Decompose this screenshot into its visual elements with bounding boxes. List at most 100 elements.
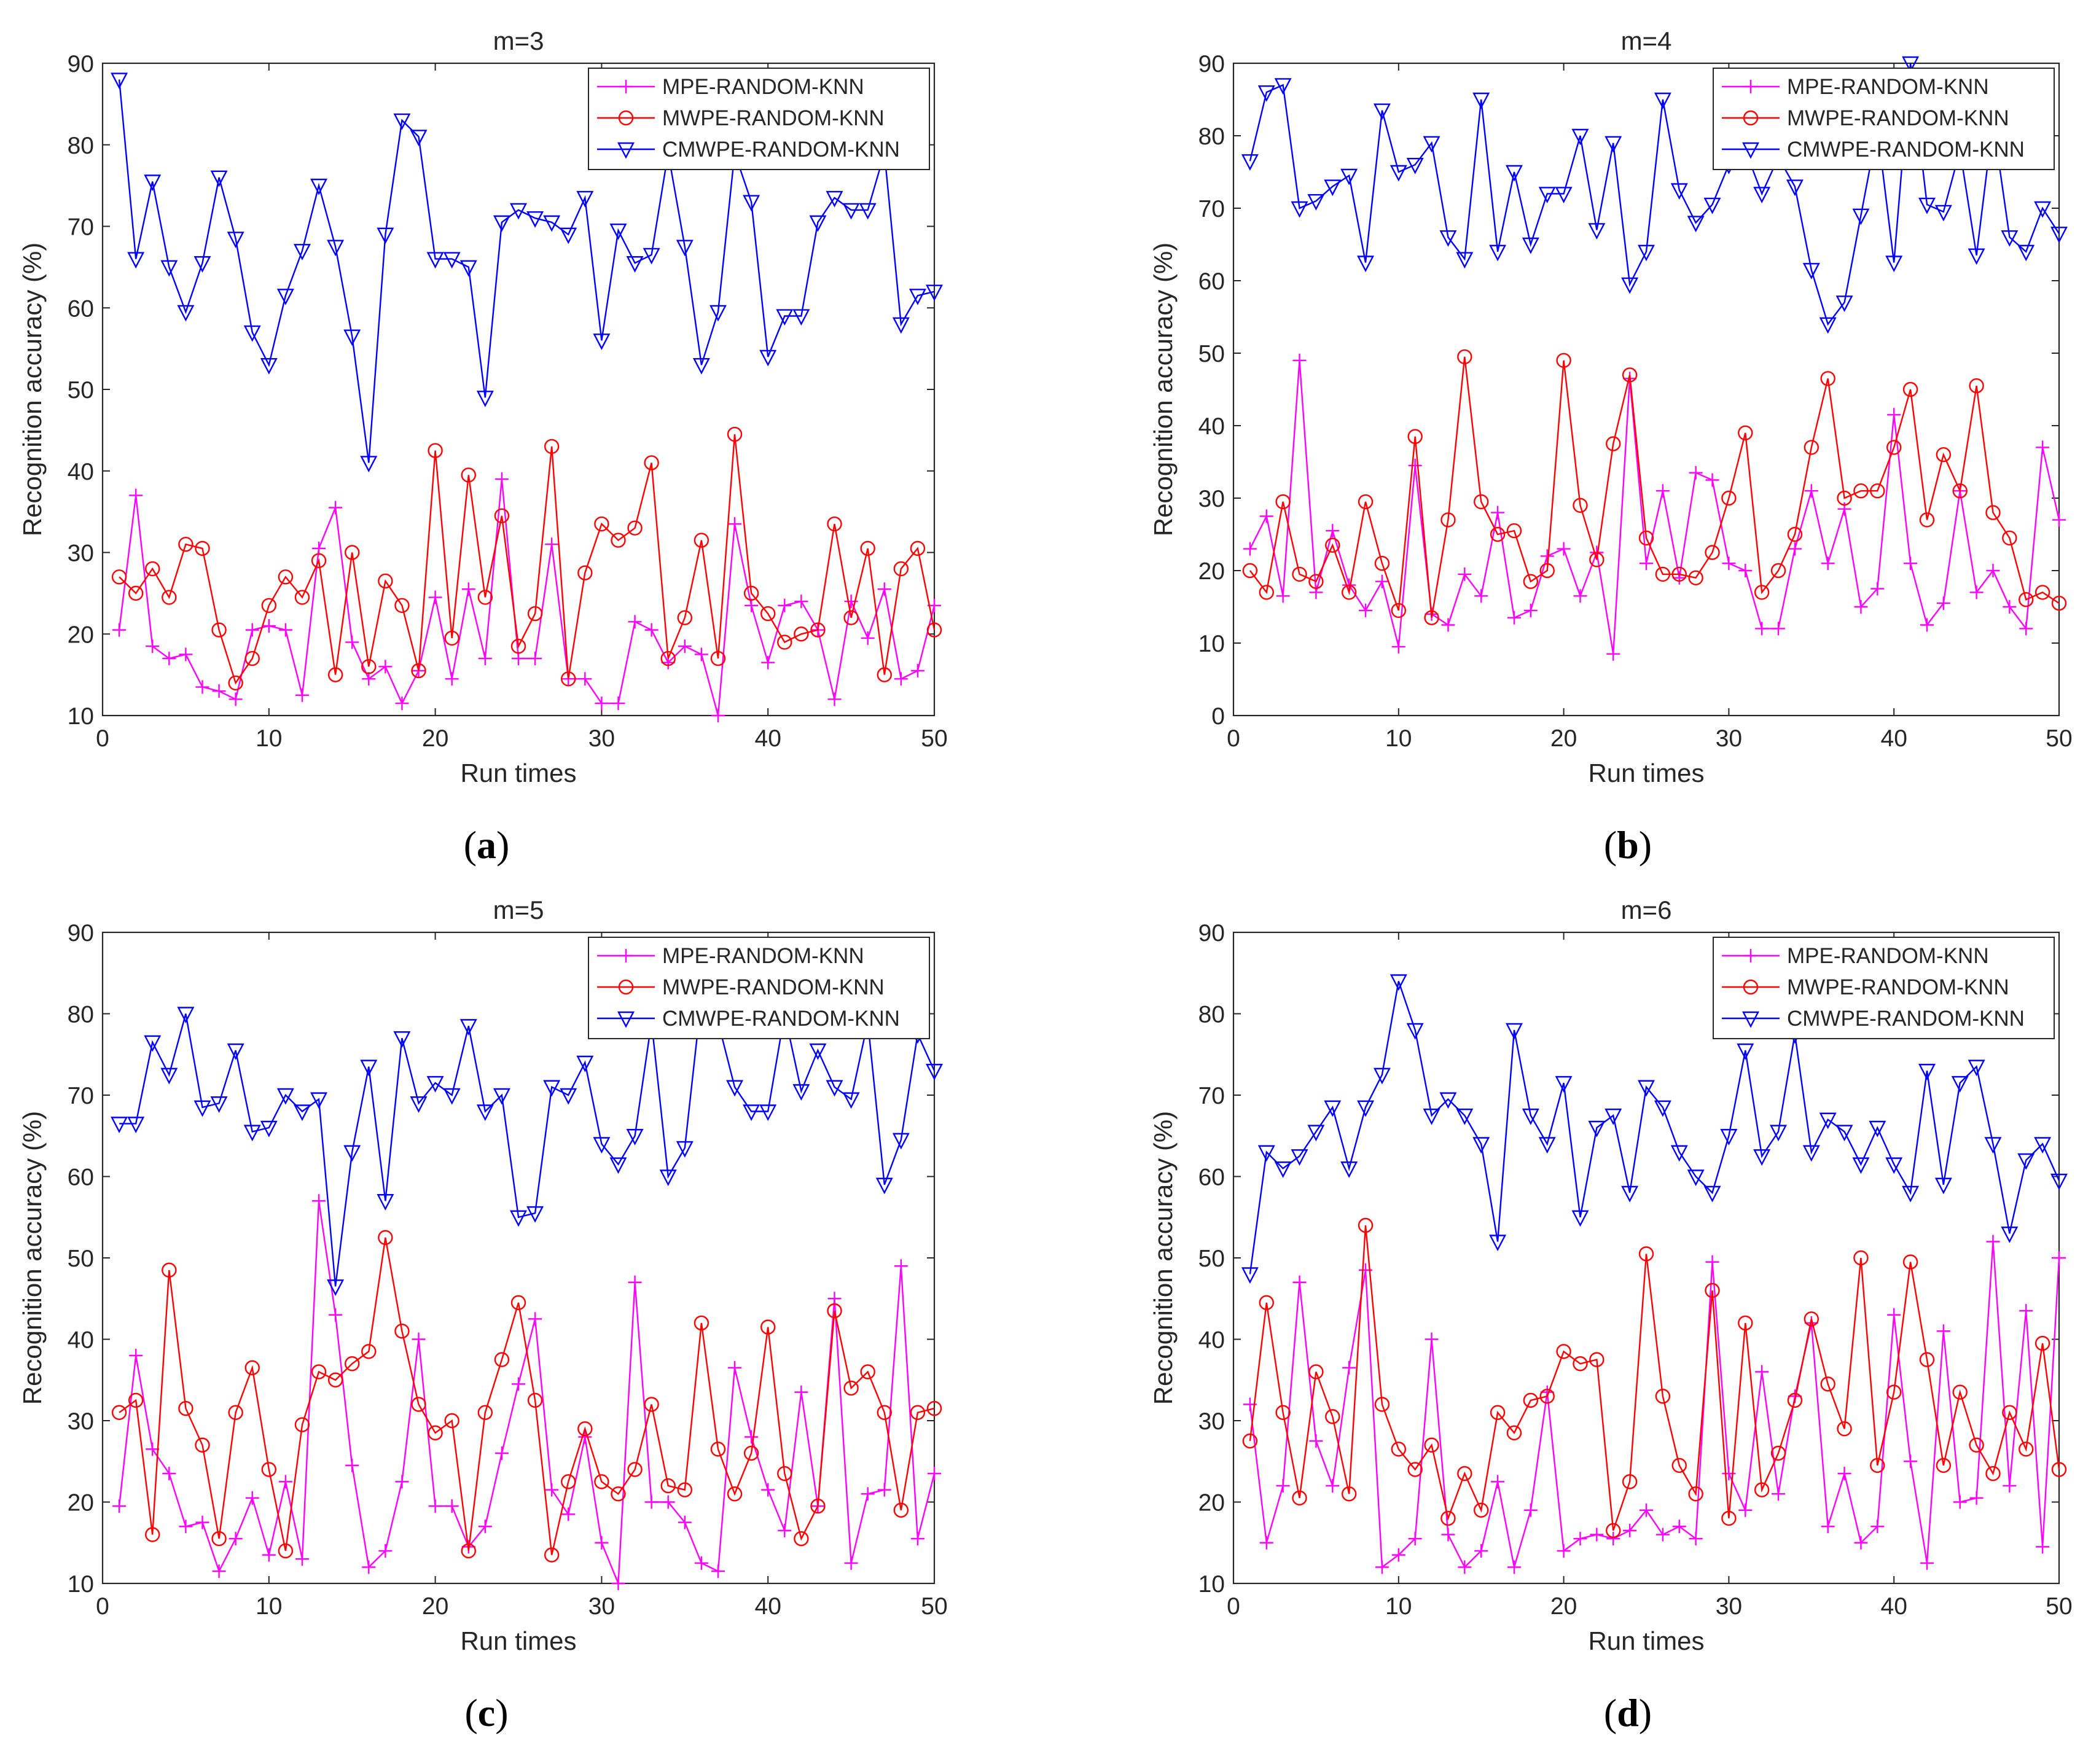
data-point-triangle bbox=[1324, 179, 1342, 197]
y-tick-label: 40 bbox=[1198, 413, 1225, 440]
data-point-circle bbox=[178, 1400, 193, 1416]
data-point-circle bbox=[1325, 1409, 1340, 1424]
data-point-circle bbox=[1638, 1246, 1654, 1262]
legend-label: CMWPE-RANDOM-KNN bbox=[1787, 1007, 2025, 1031]
data-point-circle bbox=[660, 1478, 676, 1494]
data-point-plus bbox=[295, 688, 309, 702]
data-point-triangle bbox=[1968, 248, 1985, 265]
data-point-circle bbox=[544, 1547, 560, 1563]
data-point-triangle bbox=[743, 1104, 760, 1122]
data-point-circle bbox=[2035, 1335, 2050, 1351]
data-point-plus bbox=[461, 582, 475, 596]
data-point-triangle bbox=[377, 1194, 394, 1211]
y-tick-label: 20 bbox=[68, 622, 94, 648]
data-point-plus bbox=[861, 1487, 875, 1501]
data-point-plus bbox=[877, 1483, 891, 1497]
data-point-circle bbox=[1259, 1295, 1274, 1311]
chart-title: m=5 bbox=[493, 896, 544, 924]
panel-caption-letter: b bbox=[1617, 823, 1639, 867]
data-point-circle bbox=[278, 1543, 294, 1559]
data-point-triangle bbox=[1605, 1108, 1622, 1125]
data-point-circle bbox=[1804, 1311, 1820, 1327]
data-point-circle bbox=[561, 671, 576, 687]
data-point-plus bbox=[678, 639, 692, 654]
data-point-plus bbox=[1326, 524, 1340, 538]
x-tick-label: 10 bbox=[256, 725, 282, 752]
data-point-plus bbox=[1772, 622, 1786, 636]
data-point-circle bbox=[1407, 1462, 1423, 1477]
data-point-triangle bbox=[1357, 1100, 1375, 1117]
legend-box bbox=[1713, 68, 2055, 170]
data-point-circle bbox=[1671, 1458, 1687, 1473]
data-point-circle bbox=[428, 1425, 443, 1441]
data-point-triangle bbox=[1802, 263, 1820, 279]
data-point-plus bbox=[1655, 1528, 1670, 1542]
data-point-triangle bbox=[310, 178, 328, 195]
data-point-plus bbox=[1259, 509, 1273, 523]
data-point-circle bbox=[145, 561, 160, 577]
data-point-triangle bbox=[293, 244, 311, 260]
data-point-circle bbox=[544, 439, 560, 455]
data-point-plus bbox=[1738, 1503, 1753, 1517]
chart-title: m=4 bbox=[1621, 26, 1672, 55]
data-point-circle bbox=[1440, 512, 1456, 528]
legend-marker-circle bbox=[1743, 110, 1759, 126]
data-point-triangle bbox=[1241, 154, 1259, 171]
data-point-triangle bbox=[1307, 1125, 1325, 1142]
data-point-triangle bbox=[493, 215, 510, 232]
data-point-circle bbox=[1638, 530, 1654, 546]
data-point-plus bbox=[1788, 542, 1802, 556]
y-tick-label: 30 bbox=[68, 1408, 94, 1435]
data-point-circle bbox=[1770, 563, 1786, 579]
data-point-circle bbox=[1886, 1384, 1902, 1400]
data-point-triangle bbox=[393, 113, 411, 130]
x-tick-label: 10 bbox=[1385, 725, 1412, 752]
data-point-triangle bbox=[826, 1080, 843, 1097]
data-point-plus bbox=[312, 1194, 326, 1208]
x-tick-label: 50 bbox=[2046, 725, 2072, 752]
legend: MPE-RANDOM-KNN MWPE-RANDOM-KNN CMWPE-RANDO… bbox=[588, 68, 930, 170]
data-point-plus bbox=[844, 1556, 858, 1570]
x-tick-label: 0 bbox=[96, 725, 109, 752]
panel-caption: (c) bbox=[464, 1691, 508, 1735]
data-point-plus bbox=[494, 472, 509, 486]
data-point-plus bbox=[2019, 622, 2033, 636]
data-point-circle bbox=[1671, 566, 1687, 582]
data-point-triangle bbox=[510, 1210, 527, 1227]
data-point-circle bbox=[1374, 556, 1390, 571]
data-point-plus bbox=[644, 623, 659, 637]
data-point-plus bbox=[112, 623, 127, 637]
data-point-circle bbox=[378, 573, 393, 589]
data-point-plus bbox=[1259, 1536, 1273, 1550]
data-point-plus bbox=[329, 1308, 343, 1322]
x-tick-label: 10 bbox=[256, 1593, 282, 1620]
data-point-circle bbox=[394, 1324, 410, 1339]
data-point-plus bbox=[1606, 1532, 1620, 1546]
data-point-circle bbox=[1622, 367, 1638, 383]
legend-marker-circle bbox=[618, 979, 634, 995]
data-point-plus bbox=[1491, 505, 1505, 520]
data-point-plus bbox=[1755, 622, 1769, 636]
data-point-triangle bbox=[909, 289, 926, 305]
data-point-circle bbox=[1242, 1433, 1258, 1449]
data-point-circle bbox=[195, 1437, 210, 1453]
data-point-triangle bbox=[1852, 208, 1870, 225]
data-point-triangle bbox=[310, 1092, 328, 1109]
data-point-plus bbox=[162, 652, 176, 666]
data-point-plus bbox=[1854, 1536, 1868, 1550]
x-tick-label: 20 bbox=[422, 725, 448, 752]
data-point-plus bbox=[1920, 1556, 1934, 1570]
data-point-triangle bbox=[1951, 1075, 1969, 1093]
data-point-circle bbox=[361, 659, 377, 674]
data-point-circle bbox=[910, 1405, 926, 1420]
legend-marker-triangle bbox=[1742, 142, 1759, 159]
data-point-triangle bbox=[2001, 1227, 2019, 1243]
panel-caption-letter: c bbox=[478, 1691, 495, 1735]
data-point-circle bbox=[494, 1352, 510, 1367]
data-point-plus bbox=[362, 672, 376, 686]
data-point-plus bbox=[794, 1385, 808, 1399]
data-point-triangle bbox=[127, 1117, 145, 1133]
legend-label: MWPE-RANDOM-KNN bbox=[1787, 106, 2009, 130]
data-point-circle bbox=[327, 667, 343, 682]
data-point-circle bbox=[444, 630, 459, 646]
